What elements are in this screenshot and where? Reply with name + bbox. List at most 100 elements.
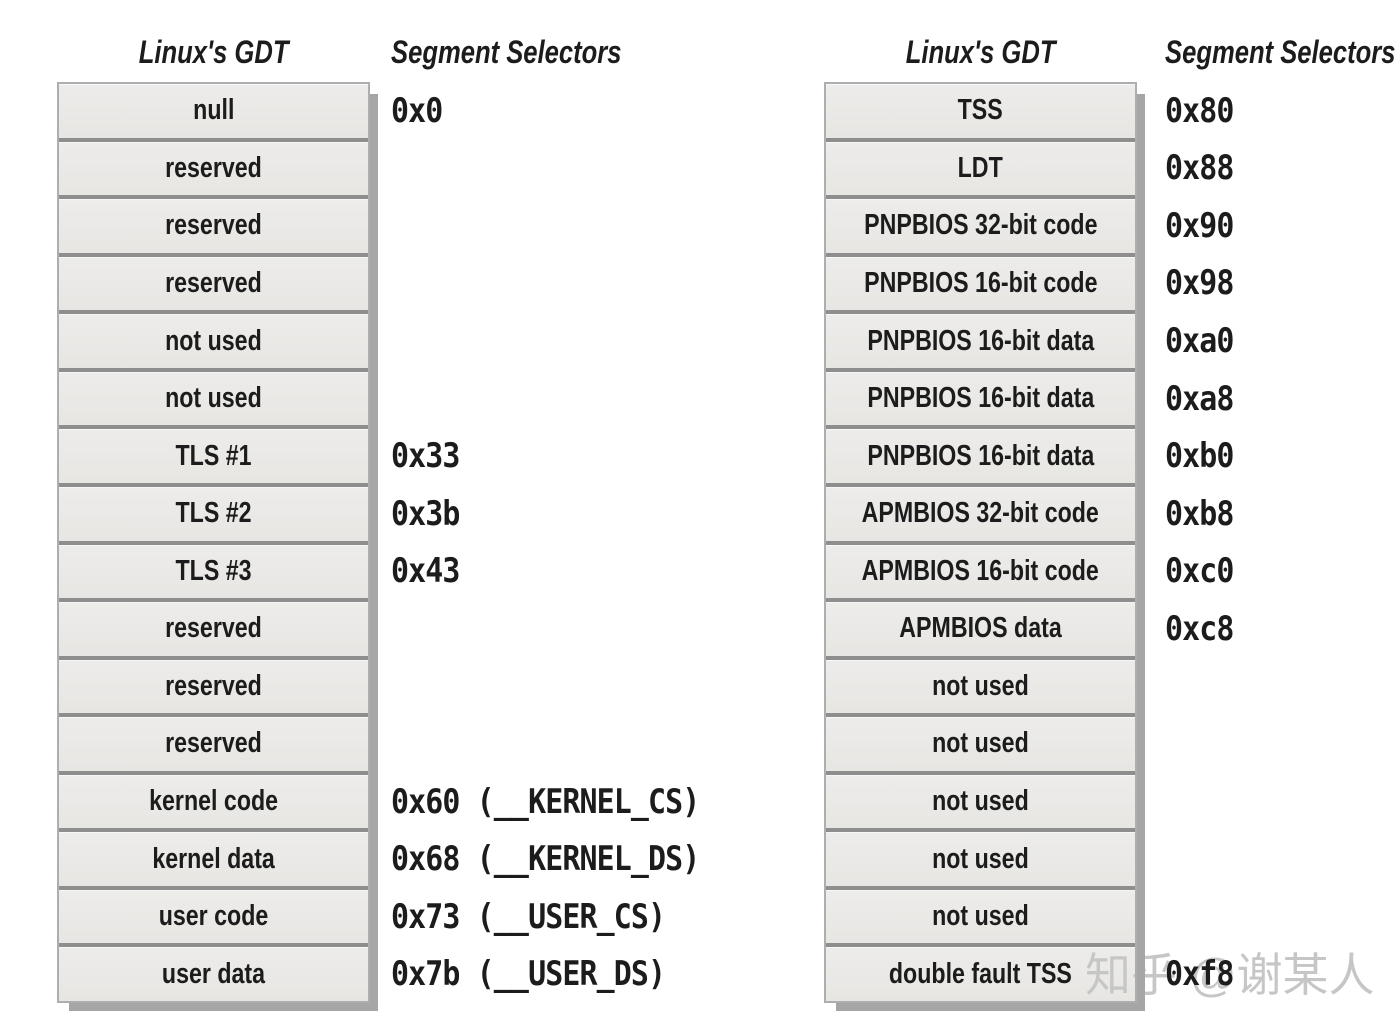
gdt-row-label: APMBIOS data <box>899 612 1062 645</box>
gdt-row-label: user data <box>161 957 266 990</box>
gdt-row-label: not used <box>932 900 1029 933</box>
selector-slot: 0xc0 <box>1165 543 1400 601</box>
gdt-row-label: not used <box>932 785 1029 818</box>
selector-slot <box>391 715 731 773</box>
selector-value: 0xc8 <box>1165 608 1234 649</box>
selector-value: 0x33 <box>391 436 460 477</box>
gdt-row-label: not used <box>932 669 1029 702</box>
gdt-row: LDT <box>826 141 1135 200</box>
selector-value: 0x3b <box>391 493 460 534</box>
gdt-row-label: reserved <box>165 669 262 702</box>
gdt-row: TLS #2 <box>59 486 368 545</box>
gdt-row: APMBIOS 32-bit code <box>826 486 1135 545</box>
selector-slot <box>1165 773 1400 831</box>
gdt-row: APMBIOS 16-bit code <box>826 544 1135 603</box>
selector-slot <box>391 312 731 370</box>
gdt-row-label: TSS <box>957 94 1004 127</box>
selector-slot: 0xc8 <box>1165 600 1400 658</box>
gdt-row: APMBIOS data <box>826 602 1135 660</box>
selector-slot <box>391 658 731 716</box>
selector-value: 0x90 <box>1165 205 1234 246</box>
selector-slot: 0xa8 <box>1165 370 1400 428</box>
selector-slot: 0x7b (__USER_DS) <box>391 945 731 1003</box>
selector-value: 0x7b (__USER_DS) <box>391 954 666 995</box>
gdt-row-label: TLS #1 <box>175 439 252 472</box>
gdt-row: not used <box>826 774 1135 833</box>
gdt-row: reserved <box>59 199 368 257</box>
selector-slot <box>391 370 731 428</box>
segment-selectors-title-text: Segment Selectors <box>1165 34 1396 70</box>
gdt-row-label: PNPBIOS 16-bit data <box>867 324 1094 357</box>
gdt-row-label: user code <box>158 900 269 933</box>
selector-value: 0x0 <box>391 90 443 131</box>
gdt-row: reserved <box>59 602 368 660</box>
gdt-row-label: reserved <box>165 727 262 760</box>
selector-slot: 0xf8 <box>1165 945 1400 1003</box>
gdt-row: kernel data <box>59 832 368 890</box>
gdt-row-label: not used <box>932 842 1029 875</box>
gdt-row-label: APMBIOS 32-bit code <box>861 497 1100 530</box>
selector-slot <box>391 600 731 658</box>
gdt-row: reserved <box>59 717 368 775</box>
gdt-title-text: Linux's GDT <box>138 34 289 70</box>
selector-slot <box>1165 888 1400 946</box>
selector-value: 0x98 <box>1165 263 1234 304</box>
gdt-row: not used <box>826 832 1135 890</box>
selector-slot: 0x88 <box>1165 140 1400 198</box>
selector-slot: 0x60 (__KERNEL_CS) <box>391 773 731 831</box>
selector-value: 0xc0 <box>1165 551 1234 592</box>
gdt-row-label: TLS #3 <box>175 554 252 587</box>
selector-slot <box>391 140 731 198</box>
segment-selectors-title: Segment Selectors <box>1165 34 1400 71</box>
selector-slot: 0x0 <box>391 82 731 140</box>
segment-selectors-title-text: Segment Selectors <box>391 34 622 70</box>
selector-value: 0x88 <box>1165 148 1234 189</box>
gdt-row-label: reserved <box>165 612 262 645</box>
selector-value: 0xb0 <box>1165 436 1234 477</box>
selector-slot: 0x80 <box>1165 82 1400 140</box>
gdt-row: not used <box>826 659 1135 718</box>
selector-slot: 0x73 (__USER_CS) <box>391 888 731 946</box>
selector-slot: 0x33 <box>391 427 731 485</box>
gdt-panel-left: Linux's GDT Segment Selectors null reserv… <box>57 34 731 1003</box>
gdt-row: kernel code <box>59 774 368 833</box>
selector-value: 0xa0 <box>1165 321 1234 362</box>
selector-slot: 0xb0 <box>1165 427 1400 485</box>
gdt-row-label: PNPBIOS 16-bit data <box>867 382 1094 415</box>
gdt-row: PNPBIOS 16-bit data <box>826 371 1135 430</box>
selector-slot <box>391 255 731 313</box>
gdt-row: PNPBIOS 16-bit code <box>826 256 1135 315</box>
gdt-row: user code <box>59 889 368 948</box>
gdt-row: not used <box>826 889 1135 948</box>
gdt-row-label: reserved <box>165 151 262 184</box>
gdt-row-label: not used <box>932 727 1029 760</box>
gdt-row: not used <box>59 314 368 372</box>
selector-slot: 0xb8 <box>1165 485 1400 543</box>
selector-slot: 0x68 (__KERNEL_DS) <box>391 830 731 888</box>
selector-value: 0x60 (__KERNEL_CS) <box>391 781 700 822</box>
selector-value: 0x68 (__KERNEL_DS) <box>391 839 700 880</box>
panel-left-body: null reserved reserved reserved not used not … <box>57 82 731 1003</box>
gdt-title: Linux's GDT <box>57 34 370 71</box>
gdt-row-label: PNPBIOS 32-bit code <box>863 209 1098 242</box>
gdt-row-label: APMBIOS 16-bit code <box>861 554 1100 587</box>
selector-slot <box>1165 830 1400 888</box>
gdt-row: double fault TSS <box>826 947 1135 1001</box>
gdt-row: TLS #3 <box>59 544 368 603</box>
selector-value: 0xb8 <box>1165 493 1234 534</box>
panel-left-headers: Linux's GDT Segment Selectors <box>57 34 731 82</box>
selector-value: 0x43 <box>391 551 460 592</box>
selector-slot: 0x43 <box>391 543 731 601</box>
gdt-row-label: TLS #2 <box>175 497 252 530</box>
gdt-title: Linux's GDT <box>824 34 1137 71</box>
gdt-row-label: PNPBIOS 16-bit code <box>863 266 1098 299</box>
selector-value: 0x73 (__USER_CS) <box>391 896 666 937</box>
gdt-row: not used <box>826 717 1135 775</box>
zhihu-watermark: 知乎 @谢某人 <box>1085 949 1375 1001</box>
gdt-row-label: reserved <box>165 209 262 242</box>
selector-slot <box>391 197 731 255</box>
selector-column-left: 0x0 0x33 0x3b 0x43 0x60 (__KERNEL_CS) 0x68 (_… <box>370 82 731 1003</box>
gdt-row: reserved <box>59 256 368 315</box>
selector-slot <box>1165 658 1400 716</box>
